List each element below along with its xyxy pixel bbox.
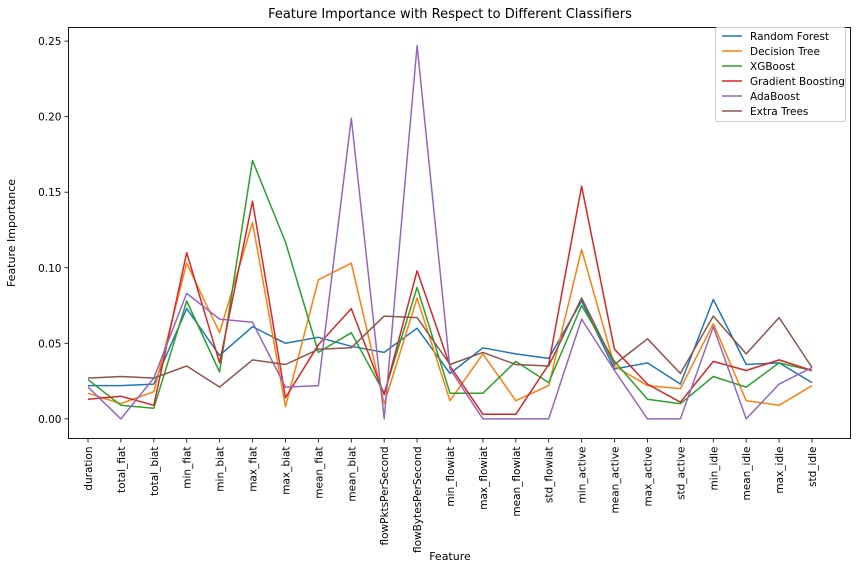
legend-entry: Extra Trees — [750, 106, 808, 118]
series-line-extra-trees — [87, 297, 813, 388]
x-tick-label: flowBytesPerSecond — [412, 447, 424, 553]
legend-entry: Decision Tree — [750, 46, 820, 58]
x-tick-label: mean_idle — [741, 447, 753, 501]
x-axis-label: Feature — [429, 550, 471, 563]
x-tick-label: min_fiat — [182, 447, 194, 489]
x-tick-label: std_idle — [807, 447, 819, 487]
series-line-decision-tree — [87, 221, 813, 408]
x-tick-label: max_fiat — [248, 447, 260, 492]
series-line-xgboost — [87, 159, 813, 410]
legend-entry: Random Forest — [750, 31, 829, 43]
legend-entry: Gradient Boosting — [750, 76, 845, 88]
y-tick-label: 0.15 — [38, 187, 61, 199]
x-tick-label: mean_fiat — [313, 447, 325, 499]
x-tick-label: max_biat — [280, 447, 292, 495]
y-tick-label: 0.00 — [38, 414, 61, 426]
x-tick-label: mean_biat — [346, 447, 358, 502]
legend-entry: AdaBoost — [750, 91, 800, 103]
x-tick-label: flowPktsPerSecond — [379, 447, 391, 546]
x-tick-label: std_flowiat — [544, 447, 556, 504]
x-axis: duration total_fiat total_biat min_fiat min_… — [83, 438, 819, 553]
y-axis: 0.00 0.05 0.10 0.15 0.20 0.25 — [38, 36, 69, 426]
x-tick-label: max_idle — [774, 447, 786, 494]
x-tick-label: min_idle — [708, 447, 720, 491]
y-axis-label: Feature Importance — [5, 179, 18, 287]
series-line-random-forest — [88, 298, 813, 387]
y-tick-label: 0.20 — [38, 112, 61, 124]
x-tick-label: max_active — [642, 447, 654, 507]
x-tick-label: mean_active — [610, 447, 622, 514]
legend-entry: XGBoost — [750, 61, 795, 73]
series-lines — [87, 44, 813, 420]
y-tick-label: 0.05 — [38, 338, 61, 350]
legend-frame — [715, 27, 846, 122]
x-tick-label: duration — [83, 447, 95, 491]
x-tick-label: total_biat — [149, 447, 161, 496]
y-tick-label: 0.10 — [38, 263, 61, 275]
y-tick-label: 0.25 — [38, 36, 61, 48]
legend: Random Forest Decision Tree XGBoost Gradien… — [715, 27, 846, 122]
x-tick-label: max_flowiat — [478, 447, 490, 510]
x-tick-label: min_biat — [215, 447, 227, 492]
x-tick-label: std_active — [675, 447, 687, 500]
series-line-adaboost — [87, 44, 813, 420]
chart-title: Feature Importance with Respect to Diffe… — [268, 7, 632, 22]
x-tick-label: mean_flowiat — [511, 447, 523, 517]
x-tick-label: min_flowiat — [445, 447, 457, 507]
x-tick-label: total_fiat — [116, 447, 128, 493]
plot-area — [68, 27, 851, 439]
x-tick-label: min_active — [577, 447, 589, 504]
